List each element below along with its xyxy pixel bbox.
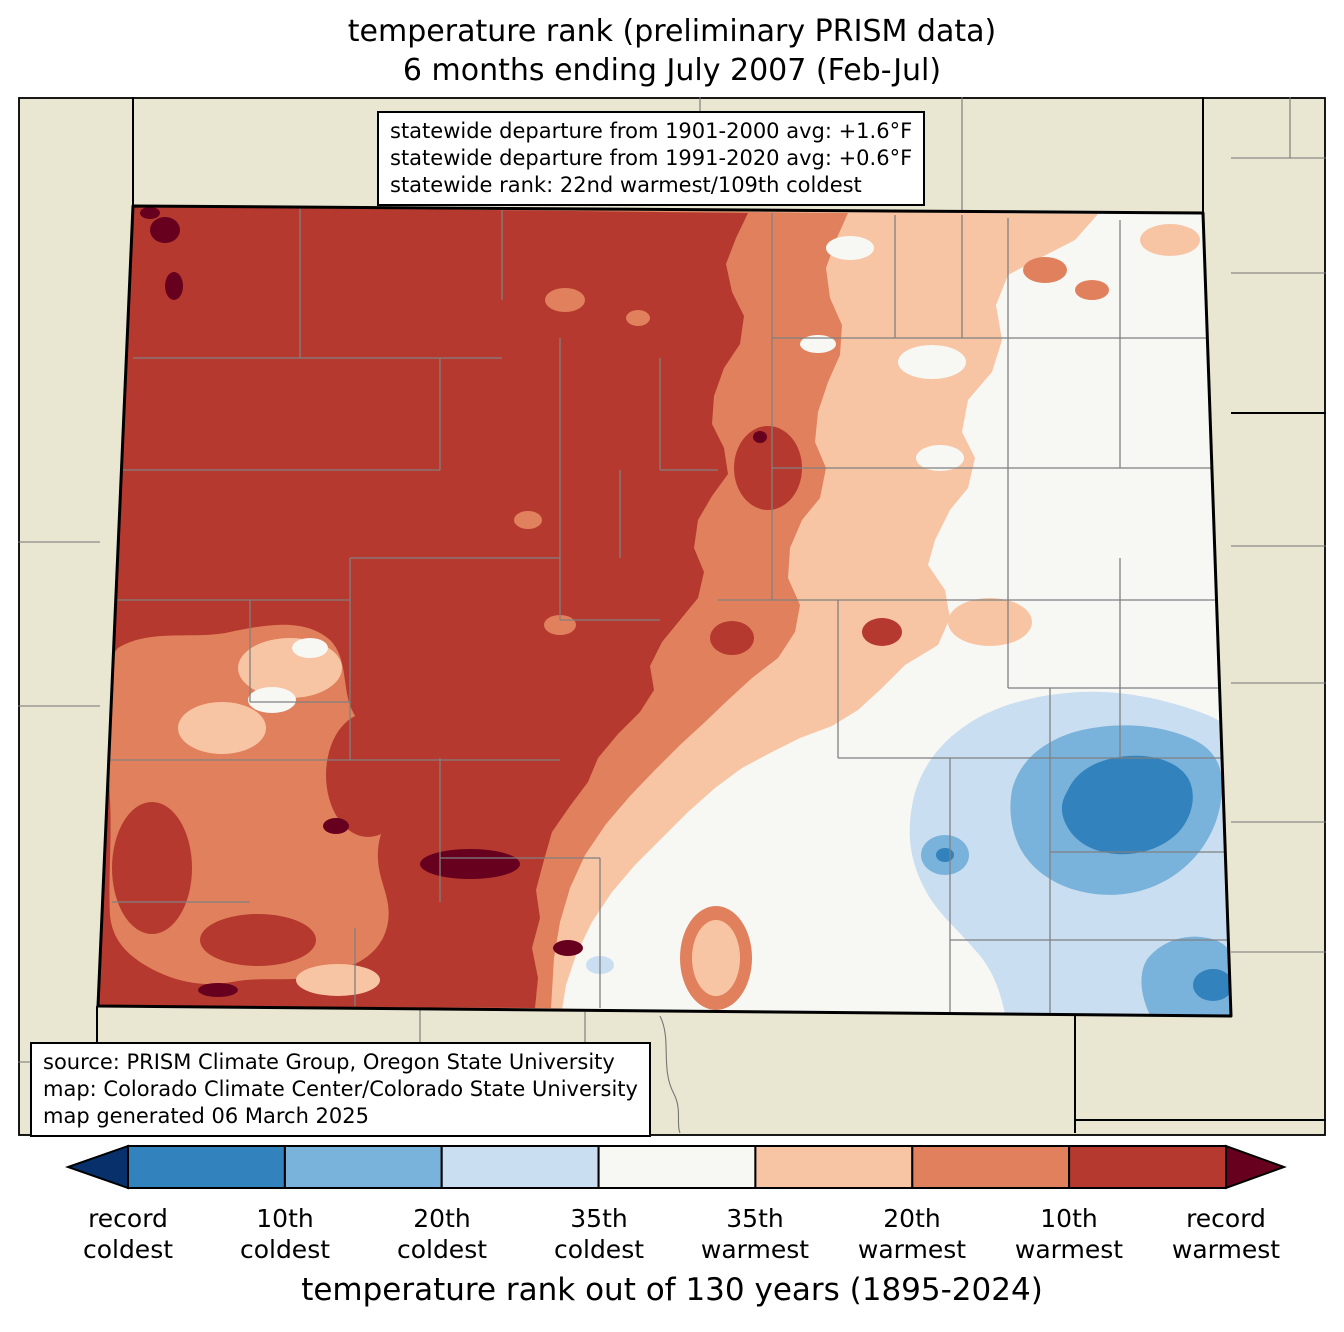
label-line1: 10th: [256, 1204, 314, 1233]
colorbar-label-record-warmest: record warmest: [1131, 1203, 1321, 1265]
white-patches: [248, 236, 966, 713]
label-line2: coldest: [553, 1235, 645, 1264]
colorbar-arrow-record-coldest: [64, 1144, 129, 1190]
label-line2: coldest: [396, 1235, 488, 1264]
colorbar-label-20th-warmest: 20th warmest: [817, 1203, 1007, 1265]
source-line2: map: Colorado Climate Center/Colorado St…: [43, 1077, 638, 1101]
region-10th-coldest: [936, 755, 1231, 1001]
label-line2: warmest: [1014, 1235, 1124, 1264]
label-line1: 35th: [726, 1204, 784, 1233]
colorbar-label-10th-warmest: 10th warmest: [974, 1203, 1164, 1265]
peach-patches: [178, 224, 1200, 996]
colorbar-label-20th-coldest: 20th coldest: [347, 1203, 537, 1265]
temperature-fill-regions: [98, 206, 1231, 1016]
label-line1: 20th: [413, 1204, 471, 1233]
colorbar: [64, 1144, 1287, 1190]
colorbar-segment-10th-coldest: [127, 1145, 286, 1189]
source-line1: source: PRISM Climate Group, Oregon Stat…: [43, 1050, 615, 1074]
label-line1: 20th: [883, 1204, 941, 1233]
colorbar-caption: temperature rank out of 130 years (1895-…: [301, 1272, 1043, 1308]
label-line2: warmest: [857, 1235, 967, 1264]
label-line2: warmest: [700, 1235, 810, 1264]
stats-line2: statewide departure from 1991-2020 avg: …: [390, 146, 913, 170]
colorbar-label-10th-coldest: 10th coldest: [190, 1203, 380, 1265]
title-line1: temperature rank (preliminary PRISM data…: [347, 14, 997, 49]
colorbar-label-record-coldest: record coldest: [33, 1203, 223, 1265]
colorbar-segment-near-normal: [597, 1145, 757, 1189]
label-line1: record: [88, 1204, 168, 1233]
label-line1: record: [1186, 1204, 1266, 1233]
county-lines: [100, 207, 1231, 1014]
label-line1: 35th: [570, 1204, 628, 1233]
statewide-stats-box: statewide departure from 1901-2000 avg: …: [377, 111, 926, 206]
source-attribution-box: source: PRISM Climate Group, Oregon Stat…: [30, 1042, 651, 1137]
source-line3: map generated 06 March 2025: [43, 1104, 370, 1128]
colorbar-segment-20th-coldest: [283, 1145, 443, 1189]
stats-line3: statewide rank: 22nd warmest/109th colde…: [390, 173, 862, 197]
label-line2: warmest: [1171, 1235, 1281, 1264]
colorbar-segment-10th-warmest: [1068, 1145, 1227, 1189]
colorbar-segment-35th-coldest: [440, 1145, 600, 1189]
label-line2: coldest: [239, 1235, 331, 1264]
colorbar-arrow-record-warmest: [1225, 1144, 1287, 1190]
colorbar-label-35th-warmest: 35th warmest: [660, 1203, 850, 1265]
label-line1: 10th: [1040, 1204, 1098, 1233]
page-title: temperature rank (preliminary PRISM data…: [0, 12, 1344, 90]
title-line2: 6 months ending July 2007 (Feb-Jul): [402, 53, 942, 88]
colorbar-segment-35th-warmest: [754, 1145, 914, 1189]
colorado-temperature-map: [18, 97, 1326, 1136]
record-warmest-spots: [140, 207, 767, 997]
stats-line1: statewide departure from 1901-2000 avg: …: [390, 119, 913, 143]
colorbar-segment-20th-warmest: [911, 1145, 1071, 1189]
red-patches: [112, 426, 902, 966]
colorbar-label-35th-coldest: 35th coldest: [504, 1203, 694, 1265]
colorado-state-border: [96, 204, 1233, 1018]
label-line2: coldest: [82, 1235, 174, 1264]
